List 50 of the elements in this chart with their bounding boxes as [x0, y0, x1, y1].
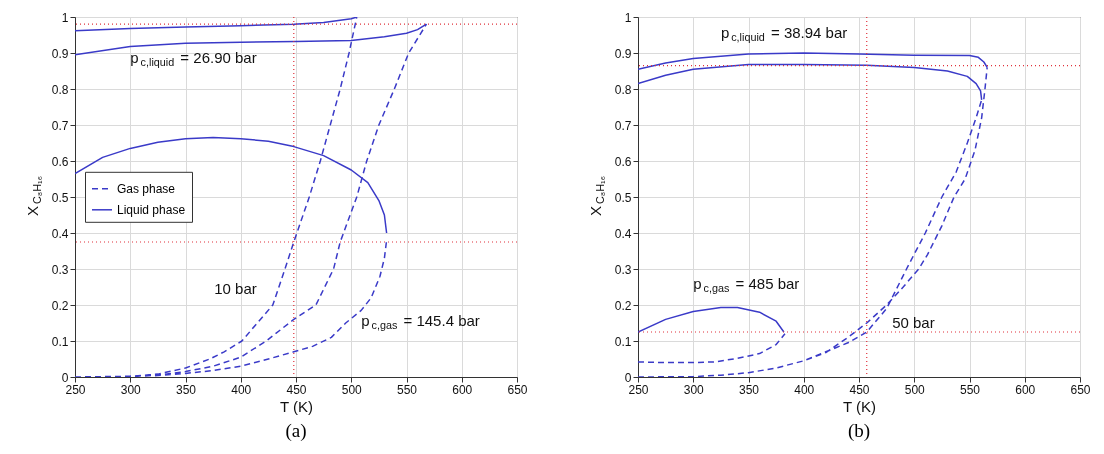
x-tick-label: 300 [683, 382, 705, 397]
x-tick-label: 250 [628, 382, 649, 397]
y-tick-label: 0 [61, 370, 69, 385]
y-tick-label: 0.9 [51, 46, 69, 61]
x-tick-label: 300 [120, 382, 142, 397]
x-tick-label: 600 [1015, 382, 1036, 397]
y-tick-label: 0.4 [614, 226, 632, 241]
x-tick-label: 350 [738, 382, 760, 397]
legend-label: Liquid phase [117, 202, 186, 217]
y-axis-title: XC₈H₁₆ [24, 175, 43, 217]
y-tick-label: 0.9 [614, 46, 632, 61]
y-tick-label: 1 [624, 10, 632, 25]
y-tick-label: 0.8 [51, 82, 69, 97]
y-tick-label: 0.2 [51, 298, 69, 313]
x-tick-label: 600 [452, 382, 473, 397]
y-tick-label: 0.4 [51, 226, 69, 241]
legend-label: Gas phase [117, 181, 176, 196]
y-tick-label: 0.8 [614, 82, 632, 97]
y-tick-label: 0.2 [614, 298, 632, 313]
x-tick-label: 650 [1070, 382, 1091, 397]
x-tick-label: 450 [849, 382, 870, 397]
x-tick-label: 250 [65, 382, 86, 397]
y-tick-label: 0.6 [51, 154, 69, 169]
y-tick-label: 0.3 [51, 262, 69, 277]
annotation: 50 bar [892, 314, 935, 332]
y-tick-label: 0.7 [614, 118, 632, 133]
x-tick-label: 500 [904, 382, 926, 397]
text: (b) [847, 420, 871, 442]
y-tick-label: 0 [624, 370, 632, 385]
y-tick-label: 0.1 [614, 334, 632, 349]
y-tick-label: 0.5 [614, 190, 632, 205]
y-tick-label: 1 [61, 10, 69, 25]
y-tick-label: 0.5 [51, 190, 69, 205]
text: (a) [285, 420, 307, 442]
x-tick-label: 550 [959, 382, 981, 397]
x-tick-label: 400 [794, 382, 815, 397]
x-axis-title: T (K) [842, 397, 877, 415]
annotation: 10 bar [214, 279, 257, 297]
x-axis-title: T (K) [279, 397, 314, 415]
y-tick-label: 0.6 [614, 154, 632, 169]
x-tick-label: 450 [286, 382, 307, 397]
y-tick-label: 0.7 [51, 118, 69, 133]
y-tick-label: 0.1 [51, 334, 69, 349]
y-tick-label: 0.3 [614, 262, 632, 277]
x-tick-label: 650 [507, 382, 528, 397]
x-tick-label: 400 [231, 382, 252, 397]
x-tick-label: 500 [341, 382, 363, 397]
x-tick-label: 550 [396, 382, 418, 397]
x-tick-label: 350 [175, 382, 197, 397]
y-axis-title: XC₈H₁₆ [587, 175, 606, 217]
